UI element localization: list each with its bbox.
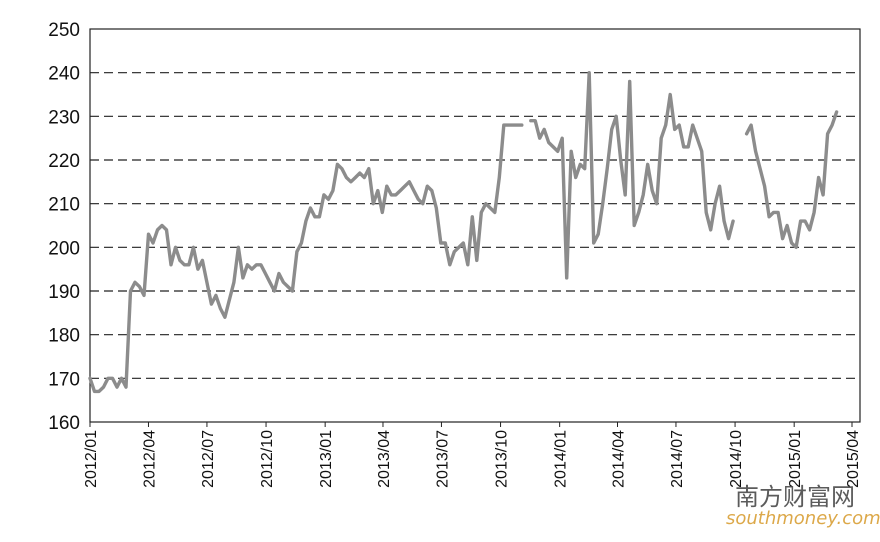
y-tick-label: 200: [48, 238, 80, 259]
y-tick-label: 160: [48, 413, 80, 434]
x-tick-label: 2013/07: [434, 430, 451, 488]
series-lines: [88, 70, 839, 394]
y-axis-ticks: 160 170 180 190 200 210 220 230 240 250: [48, 20, 80, 434]
y-tick-label: 250: [48, 20, 80, 41]
y-tick-label: 210: [48, 195, 80, 216]
x-tick-label: 2014/10: [728, 430, 745, 488]
y-tick-label: 170: [48, 369, 80, 390]
x-tick-label: 2015/01: [787, 430, 804, 488]
x-tick-label: 2014/04: [610, 430, 627, 488]
plot-area: [89, 28, 861, 423]
y-tick-label: 230: [48, 107, 80, 128]
y-tick-label: 190: [48, 282, 80, 303]
x-tick-label: 2012/07: [200, 430, 217, 488]
x-tick-label: 2015/04: [845, 430, 862, 488]
series-line-segment-1: [88, 123, 524, 394]
x-tick-label: 2012/01: [83, 430, 100, 488]
watermark-cn: 南方财富网: [735, 483, 855, 511]
x-tick-label: 2013/01: [318, 430, 335, 488]
watermark-en: southmoney.com: [726, 508, 880, 529]
watermark: 南方财富网 southmoney.com: [726, 483, 880, 529]
x-tick-label: 2014/07: [669, 430, 686, 488]
x-tick-label: 2014/01: [553, 430, 570, 488]
y-tick-label: 220: [48, 151, 80, 172]
x-axis-ticks: 2012/01 2012/04 2012/07 2012/10 2013/01 2013/…: [83, 422, 862, 488]
x-tick-label: 2012/04: [141, 430, 158, 488]
x-tick-label: 2012/10: [259, 430, 276, 488]
y-tick-label: 240: [48, 64, 80, 85]
y-tick-label: 180: [48, 326, 80, 347]
x-tick-label: 2013/10: [494, 430, 511, 488]
series-line-segment-3: [744, 110, 839, 250]
x-tick-label: 2013/04: [376, 430, 393, 488]
series-line-segment-2: [529, 70, 735, 280]
